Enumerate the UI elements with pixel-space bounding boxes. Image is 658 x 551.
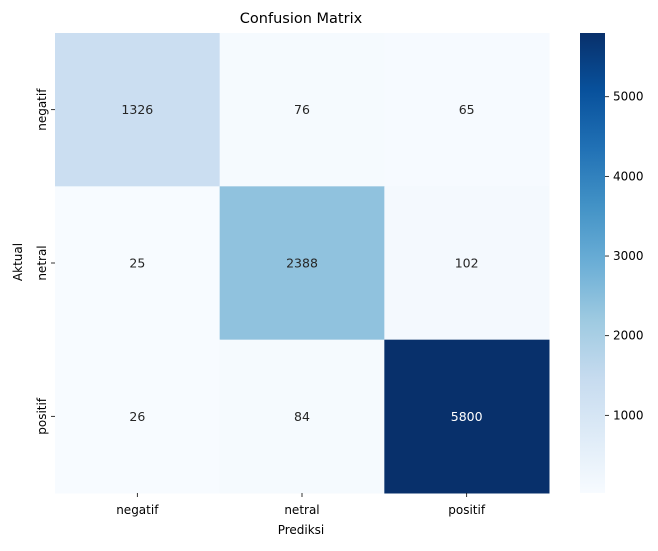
x-tick-label: positif [448,503,486,517]
cell-value-label: 65 [459,102,475,117]
y-tick-label: positif [35,397,49,435]
y-tick-label: negatif [35,88,49,131]
y-axis-ticks: negatif netral positif [35,88,55,435]
heatmap-cell-labels: 1326 76 65 25 2388 102 26 84 5800 [121,102,482,424]
colorbar-tick-label: 5000 [613,90,644,104]
cell-value-label: 26 [129,409,145,424]
heatmap-cell [219,339,385,494]
x-tick-label: netral [284,503,319,517]
heatmap-cells [55,33,550,494]
heatmap-cell [55,186,221,341]
colorbar-tick-label: 2000 [613,329,644,343]
x-axis-label: Prediksi [278,523,325,537]
chart-title: Confusion Matrix [240,11,363,27]
x-axis-ticks: negatif netral positif [116,493,486,517]
cell-value-label: 1326 [121,102,153,117]
colorbar-tick-label: 1000 [613,408,644,422]
cell-value-label: 76 [294,102,310,117]
cell-value-label: 5800 [451,409,483,424]
cell-value-label: 2388 [286,256,318,271]
heatmap-cell [219,186,385,341]
heatmap-cell [55,33,221,187]
colorbar-tick-label: 3000 [613,249,644,263]
heatmap-cell [55,339,221,494]
heatmap-cell [384,339,550,494]
colorbar [580,33,605,493]
colorbar-tick-label: 4000 [613,169,644,183]
heatmap-cell [384,186,550,341]
cell-value-label: 84 [294,409,310,424]
heatmap-cell [219,33,385,187]
x-tick-label: negatif [116,503,159,517]
y-tick-label: netral [35,245,49,280]
colorbar-ticks: 1000 2000 3000 4000 5000 [605,90,644,422]
y-axis-label: Aktual [11,243,25,281]
heatmap-cell [384,33,550,187]
cell-value-label: 25 [129,256,145,271]
cell-value-label: 102 [455,256,479,271]
